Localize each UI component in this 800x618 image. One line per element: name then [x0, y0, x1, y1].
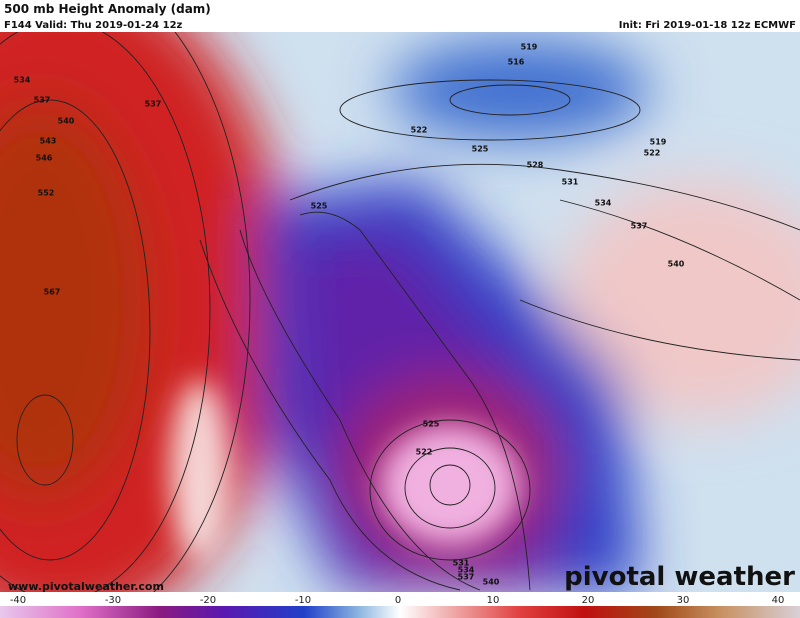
contour-label: 525 — [423, 420, 440, 429]
contour-label: 522 — [416, 448, 433, 457]
contour-label: 537 — [458, 573, 475, 582]
watermark: www.pivotalweather.com — [8, 580, 164, 593]
contour-label: 567 — [44, 288, 61, 297]
logo: pivotal weather — [564, 562, 795, 592]
title: 500 mb Height Anomaly (dam) — [4, 2, 211, 16]
colorbar-tick-label: -20 — [200, 595, 216, 606]
colorbar-tick-label: -10 — [295, 595, 311, 606]
contour-label: 546 — [36, 154, 53, 163]
colorbar-ticks: -40 -30 -20 -10 0 10 20 30 40 — [10, 595, 785, 606]
contour-label: 543 — [40, 137, 57, 146]
init-time: Init: Fri 2019-01-18 12z ECMWF — [619, 20, 796, 31]
colorbar — [0, 606, 800, 618]
contour-label: 531 — [562, 178, 579, 187]
contour-label: 522 — [411, 126, 428, 135]
contour-label: 522 — [644, 149, 661, 158]
contour-label: 537 — [631, 222, 648, 231]
contour-label: 540 — [483, 578, 500, 587]
contour-label: 552 — [38, 189, 55, 198]
contour-label: 519 — [650, 138, 667, 147]
contour-label: 525 — [472, 145, 489, 154]
contour-label: 525 — [311, 202, 328, 211]
contour-label: 540 — [58, 117, 75, 126]
contour-label: 534 — [14, 76, 31, 85]
contour-labels: 5345375405435465525675375195165225255285… — [14, 43, 685, 587]
colorbar-tick-label: -30 — [105, 595, 121, 606]
valid-time: F144 Valid: Thu 2019-01-24 12z — [4, 20, 183, 31]
colorbar-tick-label: 0 — [395, 595, 401, 606]
contour-label: 534 — [458, 566, 475, 575]
contour-label: 540 — [668, 260, 685, 269]
colorbar-tick-label: 30 — [677, 595, 690, 606]
contour-label: 534 — [595, 199, 612, 208]
contour-label: 537 — [145, 100, 162, 109]
colorbar-tick-label: 20 — [582, 595, 595, 606]
colorbar-tick-label: 40 — [772, 595, 785, 606]
contour-label: 528 — [527, 161, 544, 170]
colorbar-tick-label: -40 — [10, 595, 26, 606]
colorbar-tick-label: 10 — [487, 595, 500, 606]
contour-label: 531 — [453, 559, 470, 568]
contour-label: 516 — [508, 58, 525, 67]
contour-label: 537 — [34, 96, 51, 105]
contour-label: 519 — [521, 43, 538, 52]
